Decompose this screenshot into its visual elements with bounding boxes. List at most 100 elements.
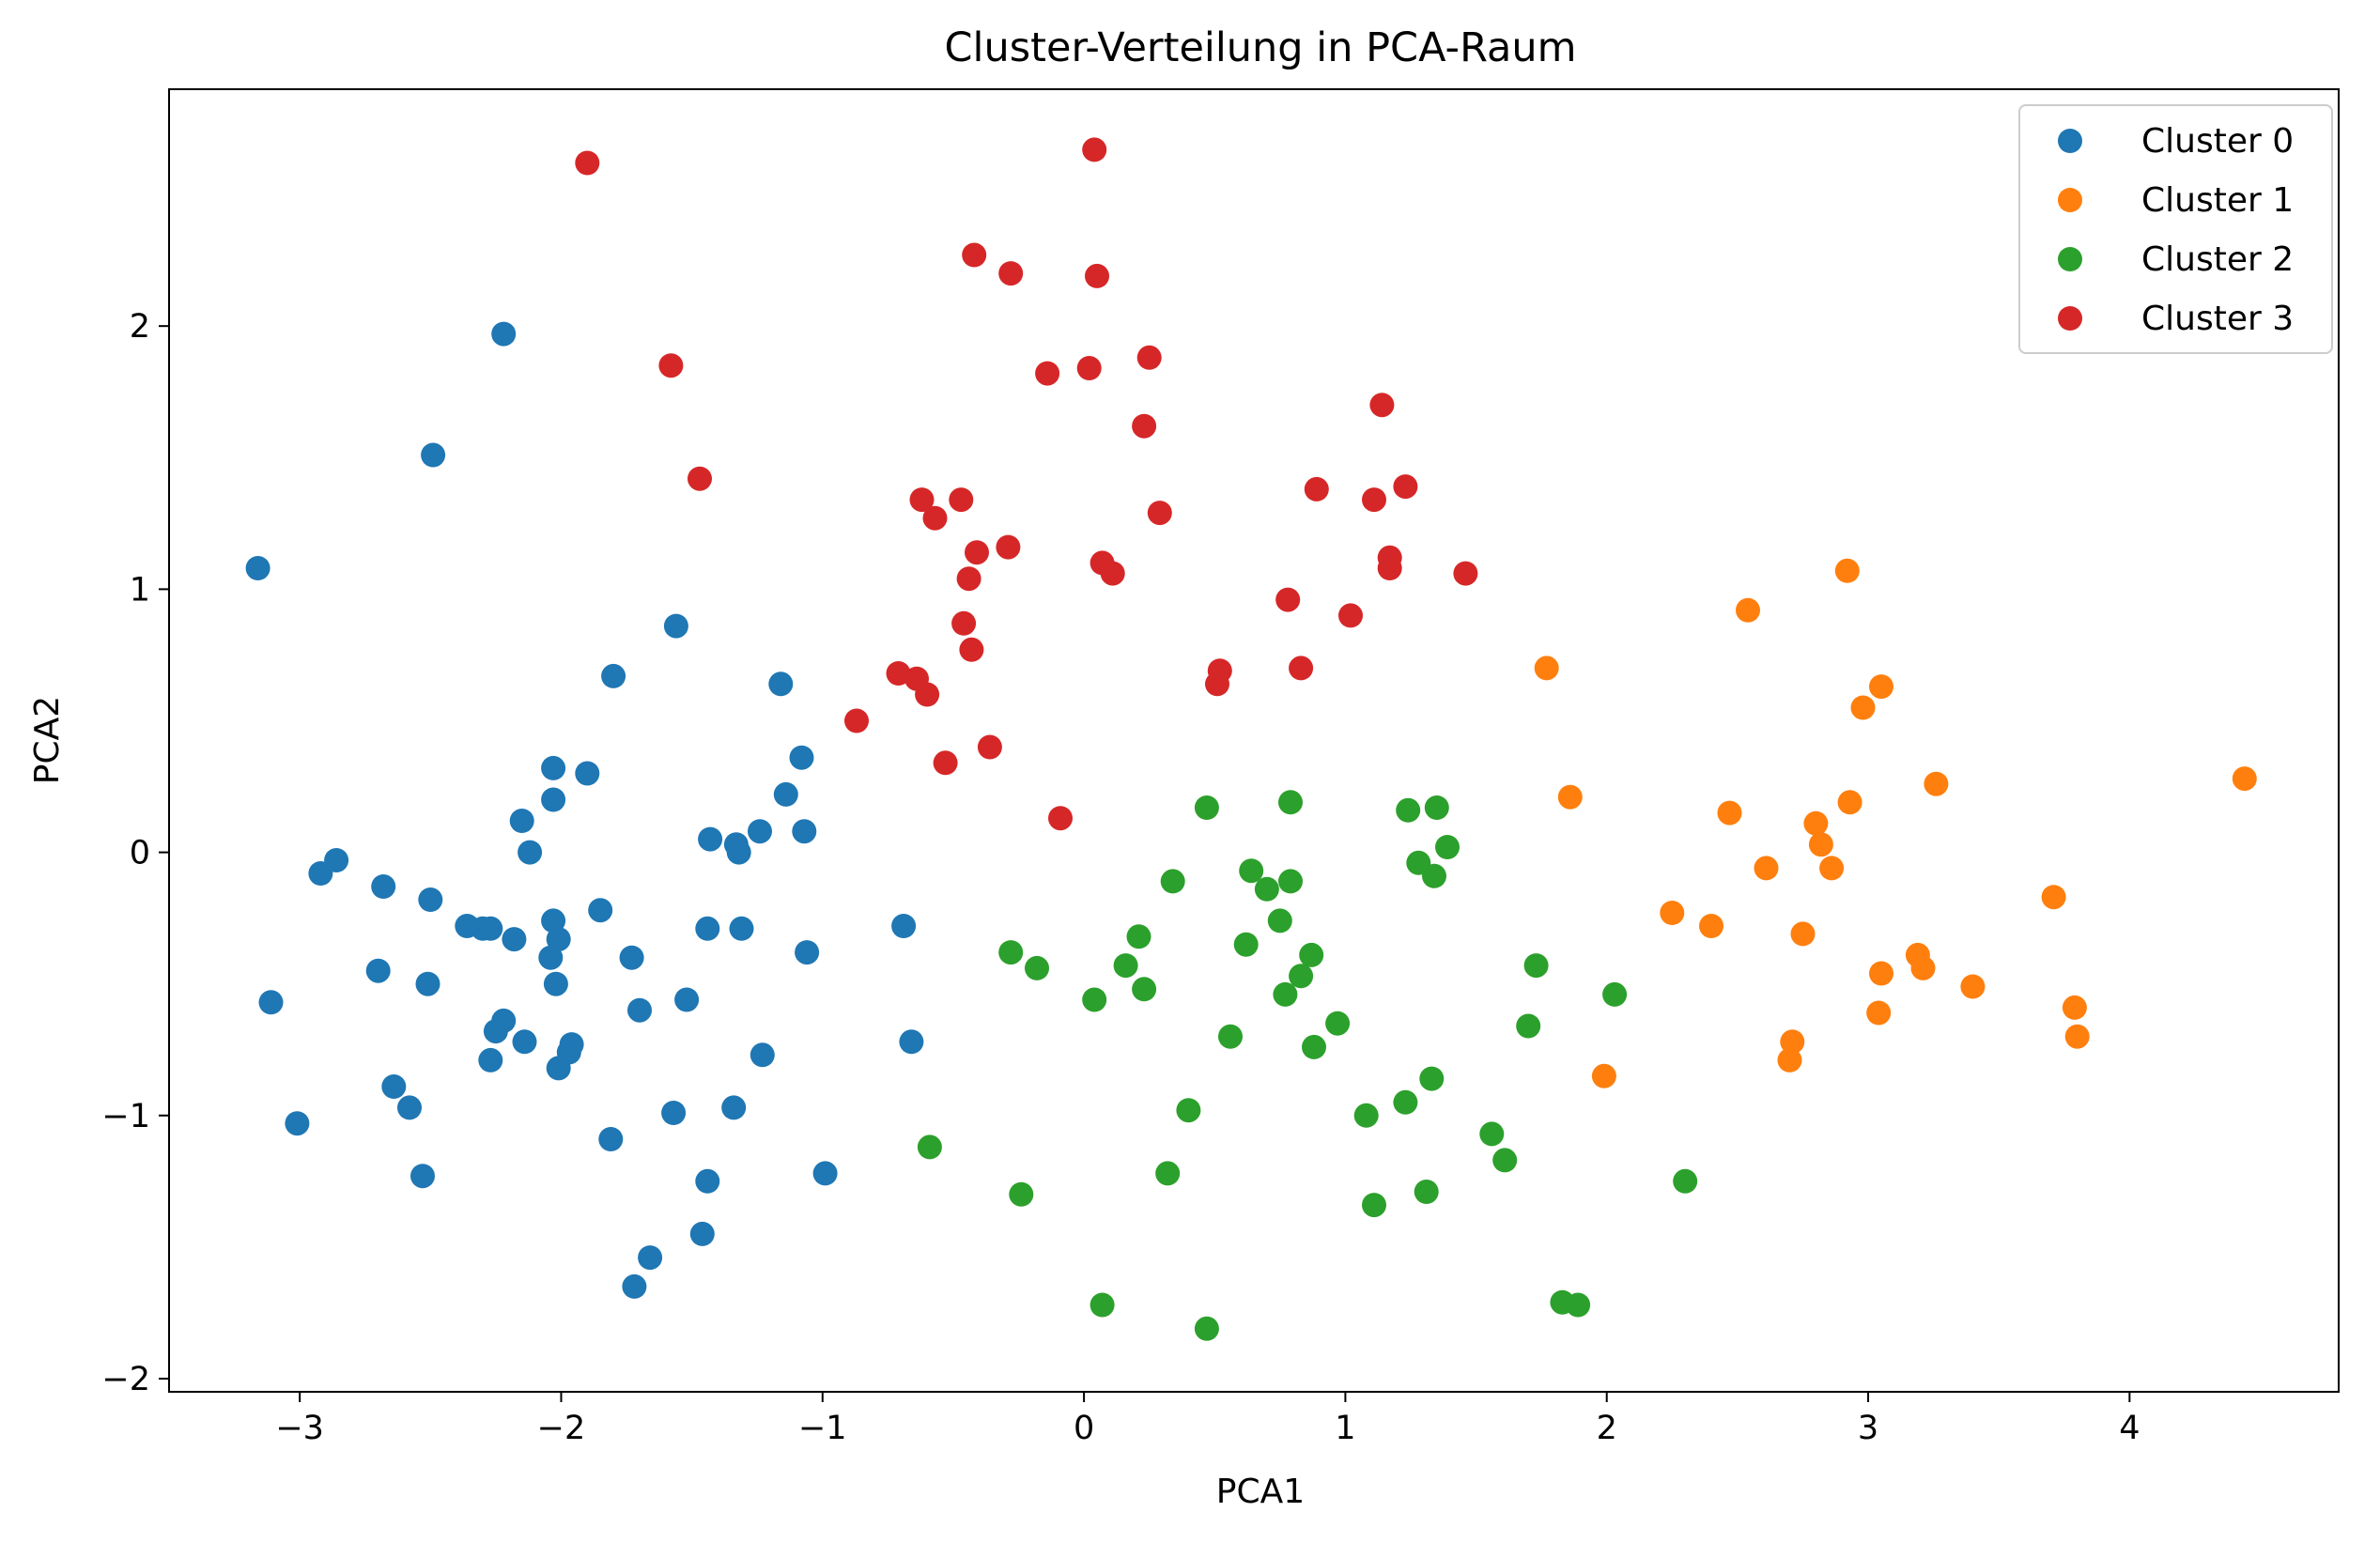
series-cluster-3 — [575, 137, 1478, 831]
data-point — [698, 826, 723, 852]
data-point — [1414, 1180, 1439, 1204]
data-point — [1566, 1292, 1591, 1318]
y-tick-label: 2 — [130, 308, 150, 346]
data-point — [965, 540, 989, 565]
data-point — [575, 150, 600, 176]
data-point — [1717, 800, 1742, 826]
data-point — [1136, 345, 1162, 370]
data-point — [721, 1095, 747, 1120]
x-tick-label: 1 — [1335, 1410, 1355, 1447]
y-tick-label: 1 — [130, 571, 150, 609]
data-point — [1869, 961, 1893, 986]
data-point — [1176, 1098, 1201, 1123]
x-tick-label: −3 — [275, 1410, 324, 1447]
data-point — [1780, 1029, 1805, 1055]
data-point — [1960, 974, 1986, 999]
data-point — [2062, 995, 2087, 1020]
data-point — [415, 971, 440, 996]
data-point — [491, 321, 517, 347]
legend-entry-cluster-0: Cluster 0 — [2058, 122, 2294, 161]
data-point — [1602, 981, 1628, 1007]
data-point — [546, 927, 571, 952]
data-point — [661, 1101, 687, 1125]
legend-label: Cluster 3 — [2141, 300, 2294, 338]
data-point — [977, 734, 1002, 760]
data-point — [695, 916, 720, 941]
data-point — [949, 487, 974, 513]
data-point — [792, 819, 817, 844]
data-point — [575, 761, 600, 786]
data-point — [1289, 964, 1314, 989]
data-point — [2064, 1024, 2090, 1049]
data-point — [1591, 1063, 1616, 1088]
data-point — [1076, 356, 1102, 380]
data-point — [1035, 361, 1060, 386]
data-point — [962, 242, 987, 268]
data-point — [909, 487, 935, 513]
data-point — [773, 781, 798, 807]
data-point — [658, 353, 684, 378]
data-point — [1479, 1121, 1505, 1147]
series-cluster-2 — [917, 790, 1698, 1341]
legend-label: Cluster 2 — [2141, 240, 2294, 279]
data-point — [1660, 901, 1685, 925]
series-cluster-0 — [245, 321, 924, 1299]
data-point — [917, 1134, 942, 1160]
data-point — [933, 750, 958, 776]
data-point — [546, 1056, 571, 1081]
x-tick-label: 3 — [1858, 1410, 1878, 1447]
legend-box — [2018, 104, 2333, 354]
data-point — [638, 1245, 663, 1271]
data-point — [795, 940, 820, 965]
data-point — [410, 1164, 435, 1189]
y-tick-label: −2 — [101, 1361, 150, 1398]
data-point — [951, 610, 977, 636]
data-point — [245, 556, 270, 580]
data-point — [478, 916, 503, 941]
data-point — [922, 505, 948, 531]
data-point — [663, 613, 688, 639]
plot-area-frame — [168, 88, 2340, 1393]
data-point — [1233, 932, 1259, 957]
data-point — [478, 1047, 503, 1072]
x-tick-label: 4 — [2119, 1410, 2140, 1447]
data-point — [1278, 790, 1303, 815]
data-point — [1025, 955, 1049, 980]
data-point — [1424, 795, 1449, 820]
data-point — [371, 874, 396, 899]
data-point — [1194, 1316, 1219, 1341]
data-point — [1325, 1011, 1351, 1036]
data-point — [1834, 558, 1860, 583]
data-point — [789, 745, 814, 770]
data-point — [1393, 1089, 1418, 1115]
data-point — [1048, 806, 1073, 831]
legend-marker — [2058, 129, 2082, 153]
data-point — [726, 840, 751, 865]
data-point — [1205, 671, 1229, 697]
data-point — [543, 971, 568, 996]
data-point — [1304, 476, 1329, 501]
data-point — [1516, 1013, 1541, 1039]
data-point — [502, 927, 527, 952]
data-point — [1523, 953, 1549, 979]
data-point — [538, 945, 564, 970]
data-point — [365, 958, 391, 983]
data-point — [748, 819, 772, 844]
data-point — [998, 940, 1024, 965]
data-point — [1085, 263, 1109, 288]
data-point — [844, 708, 869, 733]
data-point — [1267, 908, 1292, 934]
data-point — [1362, 1193, 1386, 1218]
data-point — [1254, 876, 1279, 902]
data-point — [1837, 790, 1862, 815]
data-point — [1302, 1034, 1326, 1059]
data-point — [1273, 981, 1298, 1007]
legend-entry-cluster-1: Cluster 1 — [2058, 181, 2294, 220]
data-point — [956, 566, 981, 592]
data-point — [1082, 137, 1107, 162]
series-cluster-1 — [1534, 558, 2257, 1088]
legend-marker — [2058, 306, 2082, 331]
data-point — [1673, 1168, 1698, 1194]
